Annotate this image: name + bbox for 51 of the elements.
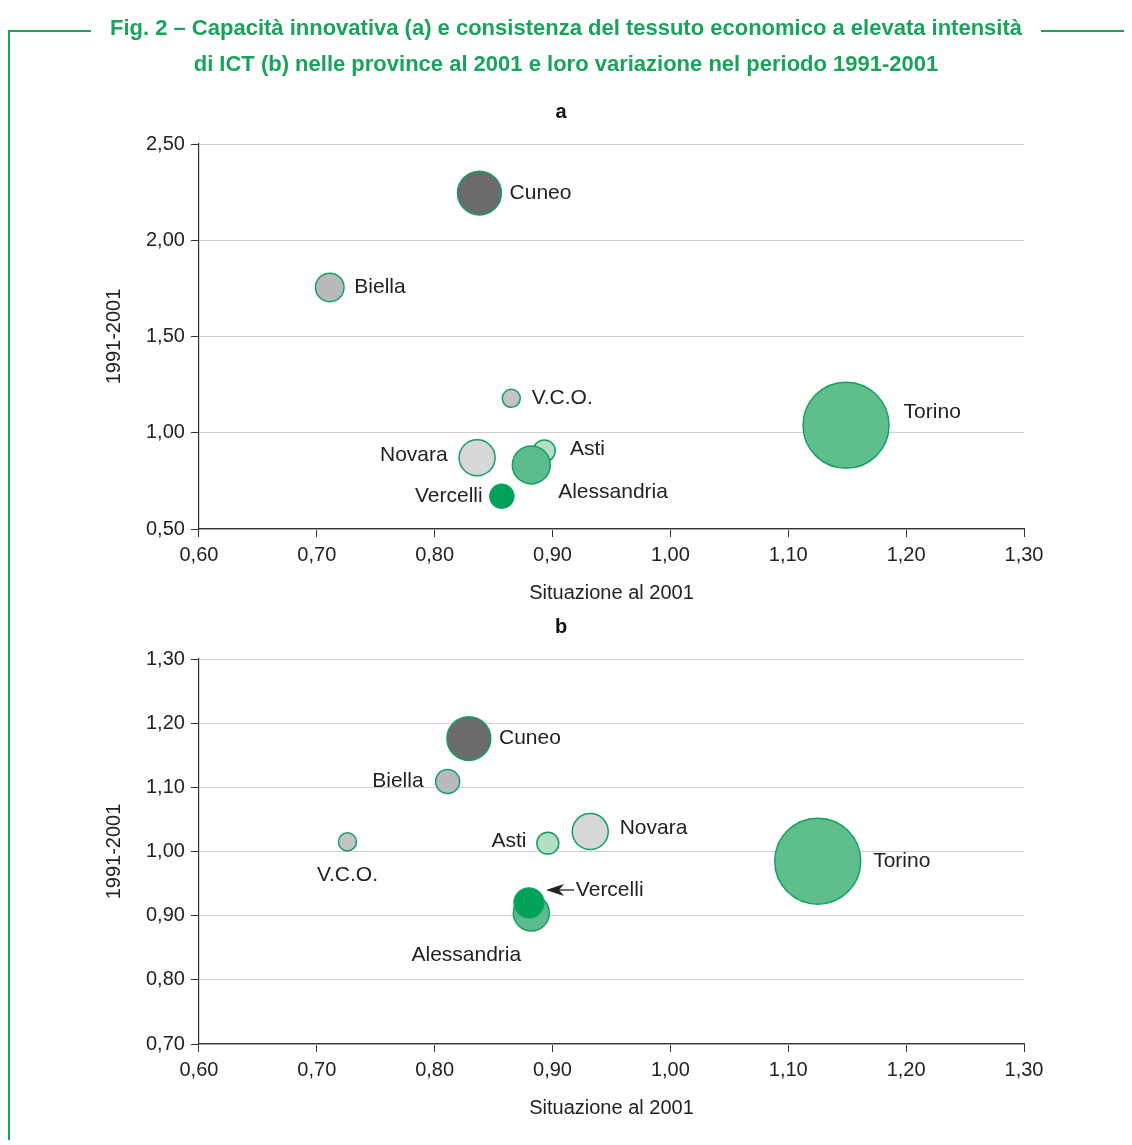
- series-label: Biella: [372, 768, 424, 792]
- y-tick-label: 1,20: [145, 710, 185, 733]
- y-tick-label: 1,50: [145, 324, 185, 347]
- y-tick-label: 1,00: [145, 839, 185, 862]
- x-tick-label: 0,60: [179, 542, 219, 565]
- y-tick-label: 0,50: [145, 516, 185, 539]
- x-tick-label: 1,30: [1004, 542, 1044, 565]
- x-tick-label: 0,80: [415, 1057, 455, 1080]
- series-label: Asti: [570, 435, 606, 459]
- chart-title: b: [554, 614, 568, 637]
- x-tick-label: 0,90: [533, 542, 572, 565]
- series-label: Novara: [380, 441, 449, 465]
- series-label: Vercelli: [575, 876, 644, 900]
- x-tick-label: 1,20: [886, 1057, 926, 1080]
- y-axis-title: 1991-2001: [101, 288, 124, 385]
- y-tick-label: 1,30: [145, 646, 185, 669]
- x-tick-label: 1,20: [886, 542, 926, 565]
- chart-subtitle: a: [555, 99, 568, 122]
- x-tick-label: 1,30: [1004, 1057, 1044, 1080]
- series-label: Alessandria: [558, 478, 669, 502]
- series-label: Cuneo: [498, 725, 561, 749]
- x-tick-label: 0,90: [533, 1057, 572, 1080]
- y-tick-label: 0,80: [145, 967, 185, 990]
- x-tick-label: 1,00: [650, 542, 690, 565]
- y-axis-title: 1991-2001: [101, 803, 124, 900]
- series-label: Torino: [903, 399, 961, 423]
- y-tick-label: 0,70: [145, 1031, 185, 1054]
- x-tick-label: 0,80: [415, 542, 455, 565]
- y-tick-label: 0,90: [145, 903, 185, 926]
- series-label: V.C.O.: [316, 861, 378, 885]
- x-axis-title: Situazione al 2001: [529, 1095, 694, 1118]
- series-label: Novara: [619, 815, 688, 839]
- x-tick-label: 1,10: [768, 542, 808, 565]
- x-tick-label: 0,70: [297, 542, 337, 565]
- y-tick-label: 2,00: [145, 227, 185, 250]
- x-tick-label: 1,00: [650, 1057, 690, 1080]
- series-label: V.C.O.: [531, 385, 593, 409]
- x-tick-label: 1,10: [768, 1057, 808, 1080]
- x-tick-label: 0,60: [179, 1057, 219, 1080]
- series-label: Torino: [873, 847, 931, 871]
- chart-title: Fig. 2 – Capacità innovativa (a) e consistenza del tessuto economico a elevata intensità di ICT (b) nelle province al 2001 e loro variazione nel periodo 1991-2001: [91, 8, 1041, 82]
- x-axis-title: Situazione al 2001: [529, 580, 694, 603]
- y-tick-label: 2,50: [145, 131, 185, 154]
- series-label: Vercelli: [414, 483, 483, 507]
- y-tick-label: 1,00: [145, 420, 185, 443]
- series-label: Alessandria: [411, 941, 522, 965]
- series-label: Biella: [354, 274, 406, 298]
- series-label: Asti: [491, 827, 527, 851]
- y-tick-label: 1,10: [145, 774, 185, 797]
- x-tick-label: 0,70: [297, 1057, 337, 1080]
- series-label: Cuneo: [509, 179, 572, 203]
